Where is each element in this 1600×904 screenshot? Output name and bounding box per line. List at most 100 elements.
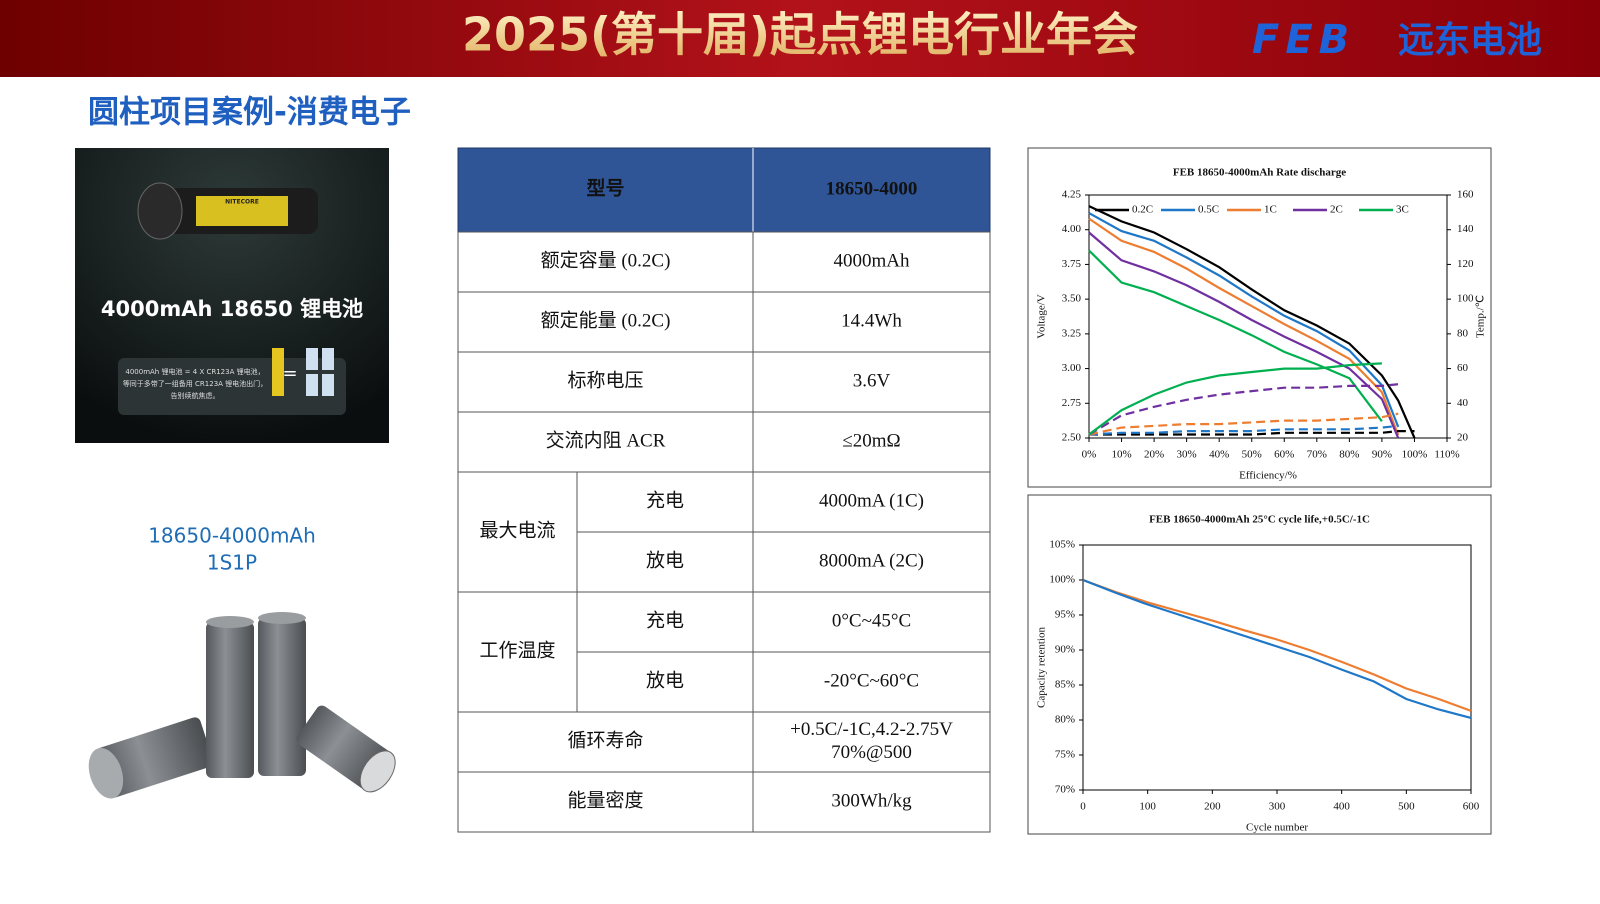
legend-label: 3C xyxy=(1396,204,1409,216)
table-header-cell: 18650-4000 xyxy=(826,178,918,199)
data-line xyxy=(1088,212,1400,428)
battery-wrap xyxy=(196,196,288,226)
y-tick-label: 2.50 xyxy=(1062,432,1082,444)
product-config: 1S1P xyxy=(207,551,257,575)
y-tick-label: 85% xyxy=(1055,679,1075,691)
x-tick-label: 300 xyxy=(1269,801,1286,813)
data-line xyxy=(1088,424,1399,436)
table-cell: ≤20mΩ xyxy=(842,430,900,451)
y2-tick-label: 20 xyxy=(1457,432,1469,444)
y2-tick-label: 40 xyxy=(1457,397,1469,409)
icon-cell xyxy=(306,374,318,396)
table-cell: 标称电压 xyxy=(567,369,643,391)
header-bar xyxy=(0,0,1600,77)
table-cell: 放电 xyxy=(646,669,684,691)
data-line xyxy=(1088,362,1382,436)
logo-text: 远东电池 xyxy=(1398,20,1542,61)
icon-cell xyxy=(322,374,334,396)
icon-equals: = xyxy=(282,363,297,384)
icon-battery xyxy=(272,348,284,396)
x-tick-label: 110% xyxy=(1434,449,1459,461)
y-tick-label: 4.00 xyxy=(1062,223,1082,235)
table-cell: 额定能量 (0.2C) xyxy=(541,309,671,331)
data-line xyxy=(1088,412,1399,436)
note-line: 等同于多带了一组备用 CR123A 锂电池出门， xyxy=(123,379,267,388)
y2-tick-label: 60 xyxy=(1457,362,1469,374)
battery-cells xyxy=(88,612,396,799)
table-cell: 工作温度 xyxy=(479,639,555,661)
x-tick-label: 40% xyxy=(1209,449,1229,461)
table-cell: 4000mAh xyxy=(834,250,911,271)
header-title: 2025(第十届)起点锂电行业年会 xyxy=(462,8,1138,62)
x-tick-label: 80% xyxy=(1339,449,1359,461)
flashlight-head xyxy=(137,182,183,240)
y-tick-label: 3.75 xyxy=(1062,258,1082,270)
icon-cell xyxy=(306,348,318,370)
y-tick-label: 4.25 xyxy=(1062,189,1082,201)
x-tick-label: 100% xyxy=(1402,449,1428,461)
table-cell: 8000mA (2C) xyxy=(819,550,924,571)
table-cell: 3.6V xyxy=(853,370,891,391)
table-cell: 300Wh/kg xyxy=(831,790,912,811)
legend-label: 1C xyxy=(1264,204,1277,216)
table-cell: 放电 xyxy=(646,549,684,571)
data-line xyxy=(1088,383,1399,436)
x-tick-label: 50% xyxy=(1242,449,1262,461)
product-image: NITECORE 4000mAh 18650 锂电池 = 4000mAh 锂电池… xyxy=(75,148,389,443)
table-cell: -20°C~60°C xyxy=(824,670,919,691)
legend-label: 0.5C xyxy=(1198,204,1219,216)
table-cell: 能量密度 xyxy=(567,789,643,811)
table-row xyxy=(457,231,991,293)
y-tick-label: 3.25 xyxy=(1062,327,1082,339)
table-cell: 14.4Wh xyxy=(841,310,902,331)
data-line xyxy=(1088,249,1383,422)
product-brand: NITECORE xyxy=(225,199,259,206)
y-tick-label: 100% xyxy=(1049,574,1075,586)
data-line xyxy=(1088,205,1416,439)
table-cell: 循环寿命 xyxy=(567,729,643,751)
cell xyxy=(258,618,306,776)
data-line xyxy=(1088,217,1400,436)
logo-mark: FEB xyxy=(1252,17,1355,63)
table-row xyxy=(457,291,991,353)
x-axis-label: Efficiency/% xyxy=(1239,470,1297,482)
cell-end xyxy=(206,616,254,628)
y-tick-label: 80% xyxy=(1055,714,1075,726)
table-cell: 70%@500 xyxy=(831,742,912,763)
y2-tick-label: 80 xyxy=(1457,327,1469,339)
data-line xyxy=(1089,430,1415,436)
note-line: 告别续航焦虑。 xyxy=(171,391,220,400)
chart-frame xyxy=(1027,494,1492,835)
y2-tick-label: 140 xyxy=(1457,223,1474,235)
table-row xyxy=(457,351,991,413)
legend-label: 2C xyxy=(1330,204,1343,216)
x-tick-label: 500 xyxy=(1398,801,1415,813)
y-tick-label: 105% xyxy=(1049,539,1075,551)
y2-tick-label: 120 xyxy=(1457,258,1474,270)
y-tick-label: 95% xyxy=(1055,609,1075,621)
data-line xyxy=(1082,578,1472,719)
x-tick-label: 0% xyxy=(1082,449,1097,461)
y-tick-label: 75% xyxy=(1055,749,1075,761)
x-tick-label: 200 xyxy=(1204,801,1221,813)
y-tick-label: 3.00 xyxy=(1062,362,1082,374)
data-line xyxy=(1082,578,1472,712)
data-line xyxy=(1088,231,1400,439)
product-model: 18650-4000mAh xyxy=(148,524,316,548)
x-tick-label: 20% xyxy=(1144,449,1164,461)
cell xyxy=(206,622,254,778)
y-tick-label: 3.50 xyxy=(1062,293,1082,305)
table-cell: 交流内阻 ACR xyxy=(546,429,666,451)
y-tick-label: 2.75 xyxy=(1062,397,1082,409)
charts: FEB 18650-4000mAh Rate discharge 0% 10% 20%… xyxy=(1027,147,1492,835)
x-tick-label: 60% xyxy=(1274,449,1294,461)
table-cell: 0°C~45°C xyxy=(832,610,911,631)
x-axis-label: Cycle number xyxy=(1246,822,1308,834)
table-cell: 4000mA (1C) xyxy=(819,490,924,511)
table-cell: +0.5C/-1C,4.2-2.75V xyxy=(790,719,953,740)
section-title: 圆柱项目案例-消费电子 xyxy=(88,95,411,131)
y-axis-label: Capacity retention xyxy=(1036,627,1048,708)
x-tick-label: 600 xyxy=(1463,801,1480,813)
